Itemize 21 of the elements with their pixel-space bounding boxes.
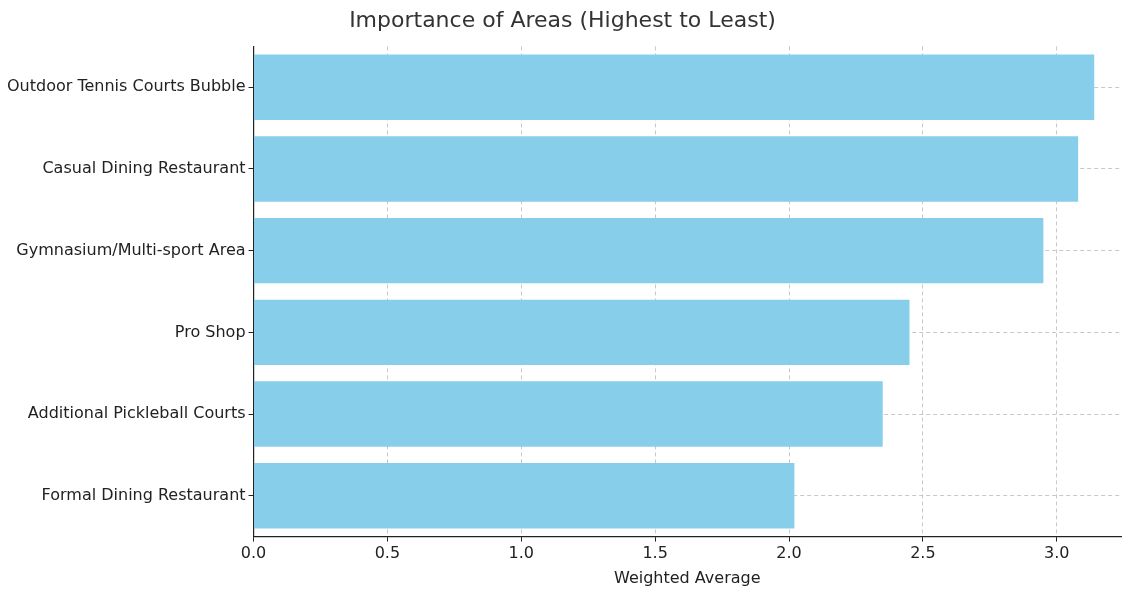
y-tick-label: Pro Shop — [174, 321, 246, 341]
x-tick-label: 3.0 — [1044, 543, 1070, 563]
x-tick-label: 0.5 — [374, 543, 401, 563]
bar — [254, 136, 1079, 202]
bar — [254, 54, 1095, 120]
y-tick-label: Casual Dining Restaurant — [42, 158, 246, 178]
x-tick-label: 2.0 — [776, 543, 802, 563]
bar — [254, 299, 910, 366]
y-tick-label: Formal Dining Restaurant — [41, 484, 246, 504]
x-tick-label: 1.0 — [508, 543, 535, 563]
chart-title: Importance of Areas (Highest to Least) — [349, 6, 776, 32]
y-tick-label: Outdoor Tennis Courts Bubble — [7, 76, 246, 96]
x-tick-label: 1.5 — [642, 543, 668, 563]
bar — [254, 381, 883, 447]
y-tick-label: Additional Pickleball Courts — [27, 403, 246, 423]
x-axis-title: Weighted Average — [614, 567, 761, 587]
x-tick-label: 2.5 — [910, 543, 936, 563]
x-tick-label: 0.0 — [240, 543, 267, 563]
y-tick-label: Gymnasium/Multi-sport Area — [16, 239, 246, 259]
bar — [254, 217, 1044, 284]
bar — [254, 463, 795, 529]
